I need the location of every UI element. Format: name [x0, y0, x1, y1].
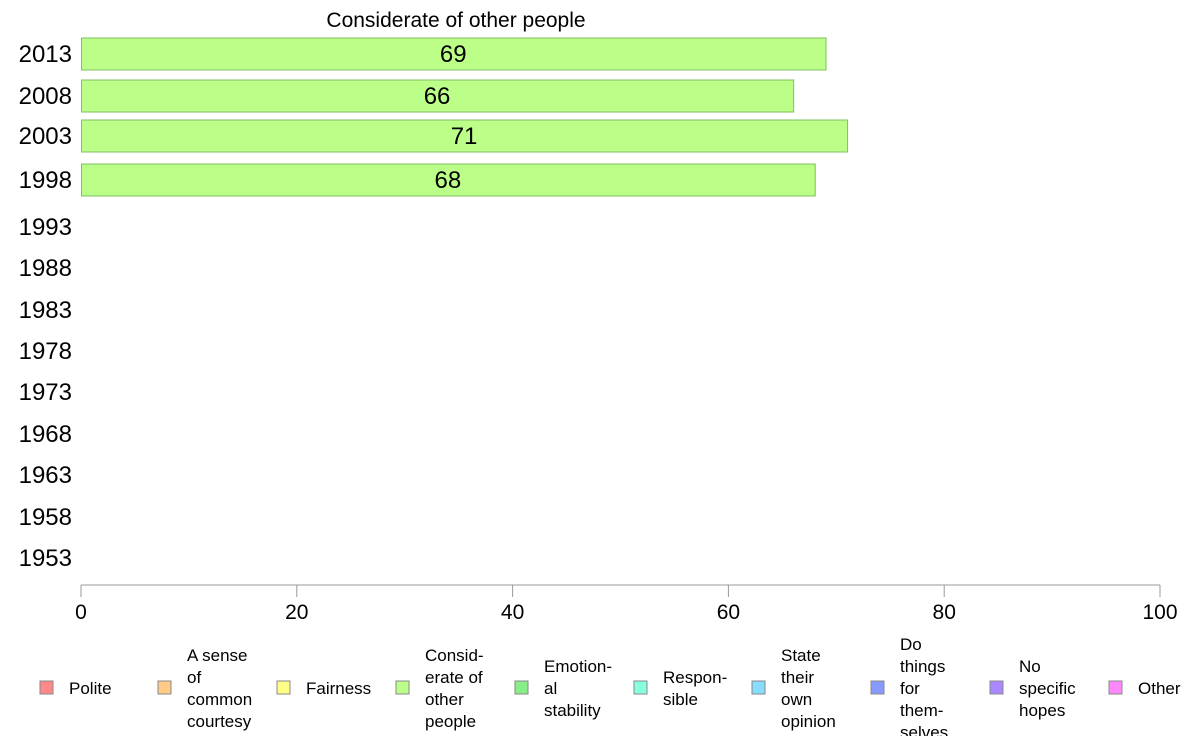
- category-label: 1983: [19, 297, 72, 324]
- bar: [81, 37, 827, 71]
- legend-label: their: [781, 668, 814, 687]
- x-axis: 0 20 40 60 80 100: [75, 584, 1178, 624]
- category-label: 1993: [19, 214, 72, 241]
- x-tick-label: 0: [75, 601, 87, 624]
- legend-label: Consid-: [425, 646, 484, 665]
- legend-label: No: [1019, 657, 1041, 676]
- legend-label: people: [425, 712, 476, 731]
- category-label: 1973: [19, 379, 72, 406]
- legend-label: them-: [900, 701, 943, 720]
- legend-swatch: [870, 680, 885, 695]
- category-label: 1953: [19, 545, 72, 572]
- x-tick-label: 80: [933, 601, 956, 624]
- legend-swatch: [633, 680, 648, 695]
- x-tick-label: 60: [717, 601, 740, 624]
- category-label: 1958: [19, 504, 72, 531]
- category-label: 1963: [19, 462, 72, 489]
- legend-label: things: [900, 657, 945, 676]
- category-label: 1988: [19, 255, 72, 282]
- bar: [81, 119, 849, 153]
- legend-label: opinion: [781, 712, 836, 731]
- category-label: 2008: [19, 83, 72, 110]
- legend-label: of: [187, 668, 201, 687]
- legend-label: erate of: [425, 668, 483, 687]
- legend-label: for: [900, 679, 920, 698]
- bar: [81, 163, 816, 197]
- legend-label: A sense: [187, 646, 248, 665]
- legend-label: courtesy: [187, 712, 252, 731]
- legend-label: hopes: [1019, 701, 1065, 720]
- legend-label: Other: [1138, 679, 1181, 698]
- category-label: 1968: [19, 421, 72, 448]
- legend-swatch: [157, 680, 172, 695]
- category-label: 2003: [19, 123, 72, 150]
- legend-swatch: [1108, 680, 1123, 695]
- category-labels: 2013 2008 2003 1998 1993 1988 1983 1978 1973 1968…: [19, 41, 72, 572]
- legend-swatch: [514, 680, 529, 695]
- legend-label: al: [544, 679, 557, 698]
- legend-label: own: [781, 690, 812, 709]
- legend: Polite A sense of common courtesy Fairness Con…: [39, 635, 1181, 736]
- legend-swatch: [751, 680, 766, 695]
- legend-label: stability: [544, 701, 601, 720]
- data-label: 66: [424, 83, 451, 110]
- legend-label: Polite: [69, 679, 112, 698]
- legend-label: Do: [900, 635, 922, 654]
- x-tick-label: 20: [285, 601, 308, 624]
- category-label: 1978: [19, 338, 72, 365]
- legend-swatch: [39, 680, 54, 695]
- bar: [81, 79, 795, 113]
- x-tick-label: 100: [1142, 601, 1177, 624]
- category-label: 2013: [19, 41, 72, 68]
- legend-swatch: [989, 680, 1004, 695]
- legend-label: selves: [900, 723, 948, 736]
- category-label: 1998: [19, 167, 72, 194]
- legend-label: Respon-: [663, 668, 727, 687]
- legend-label: Emotion-: [544, 657, 612, 676]
- legend-swatch: [276, 680, 291, 695]
- bars: [81, 37, 849, 197]
- legend-label: other: [425, 690, 464, 709]
- legend-label: Fairness: [306, 679, 371, 698]
- legend-label: specific: [1019, 679, 1076, 698]
- data-label: 69: [440, 41, 467, 68]
- data-label: 71: [451, 123, 478, 150]
- legend-label: common: [187, 690, 252, 709]
- data-label: 68: [435, 167, 462, 194]
- legend-swatch: [395, 680, 410, 695]
- x-tick-label: 40: [501, 601, 524, 624]
- chart-title: Considerate of other people: [326, 9, 585, 32]
- legend-label: sible: [663, 690, 698, 709]
- legend-label: State: [781, 646, 821, 665]
